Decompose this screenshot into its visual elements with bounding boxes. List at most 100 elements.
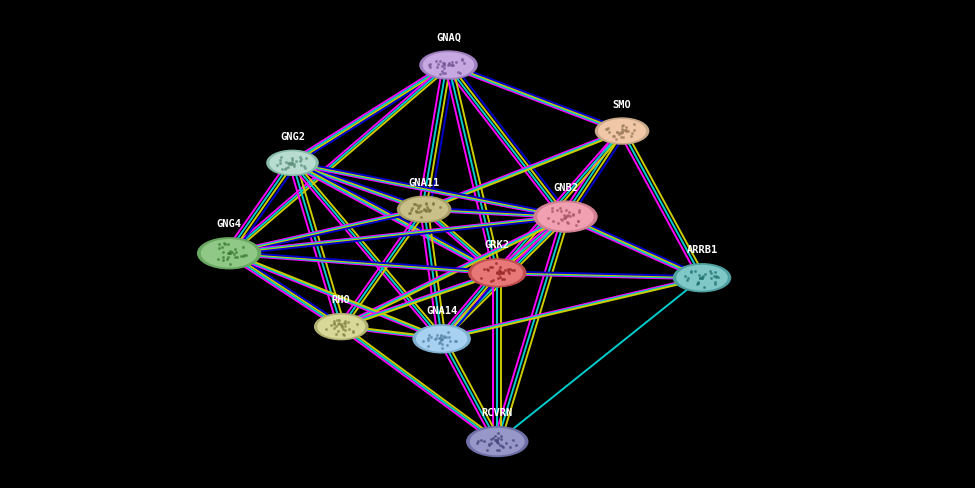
Point (488, 432, 503, 440)
Point (599, 126, 614, 134)
Point (318, 326, 333, 334)
Point (409, 207, 424, 215)
Point (292, 153, 308, 161)
Point (604, 133, 620, 141)
Point (694, 275, 710, 283)
Point (559, 206, 574, 214)
Point (490, 429, 506, 437)
Point (431, 340, 447, 347)
Point (282, 160, 297, 168)
Point (695, 273, 711, 281)
Point (495, 269, 511, 277)
Point (224, 249, 240, 257)
Circle shape (269, 152, 316, 175)
Circle shape (266, 150, 319, 177)
Point (333, 320, 349, 328)
Point (233, 252, 249, 260)
Point (445, 62, 460, 70)
Point (456, 60, 472, 67)
Point (419, 203, 435, 211)
Point (481, 441, 496, 448)
Point (490, 271, 506, 279)
Point (448, 59, 464, 67)
Point (436, 333, 451, 341)
Point (413, 208, 429, 216)
Point (328, 330, 343, 338)
Point (708, 273, 723, 281)
Point (620, 127, 636, 135)
Point (492, 264, 508, 271)
Point (331, 321, 346, 328)
Point (486, 277, 501, 285)
Point (286, 161, 301, 168)
Text: GNB2: GNB2 (553, 183, 578, 192)
Point (540, 214, 556, 222)
Point (332, 317, 347, 325)
Point (222, 260, 238, 268)
Point (422, 61, 438, 69)
Point (557, 214, 572, 222)
Point (692, 274, 708, 282)
Point (707, 269, 722, 277)
Point (492, 435, 508, 443)
Point (277, 165, 292, 173)
Point (421, 208, 437, 216)
Point (554, 216, 569, 224)
Point (333, 322, 349, 329)
Point (488, 436, 504, 444)
Text: GNA11: GNA11 (409, 178, 440, 187)
Point (495, 268, 511, 276)
Point (488, 260, 503, 268)
Point (432, 203, 448, 211)
Point (444, 62, 459, 70)
Point (285, 157, 300, 165)
Point (436, 62, 451, 70)
Point (563, 213, 578, 221)
Text: GNAQ: GNAQ (436, 33, 461, 42)
Circle shape (400, 198, 449, 222)
Text: RCVRN: RCVRN (482, 407, 513, 417)
Point (410, 203, 426, 211)
Point (227, 254, 243, 262)
Point (500, 265, 516, 273)
Circle shape (317, 315, 366, 339)
Point (275, 165, 291, 173)
Point (445, 59, 460, 67)
Point (217, 241, 233, 248)
Point (491, 446, 507, 454)
Point (410, 209, 425, 217)
Point (600, 125, 615, 133)
Point (549, 207, 565, 215)
Point (491, 442, 507, 449)
Point (614, 129, 630, 137)
Point (410, 205, 426, 213)
Point (324, 322, 339, 329)
Point (420, 205, 436, 213)
Point (332, 319, 347, 327)
Point (334, 324, 350, 331)
Point (433, 58, 448, 66)
Point (706, 272, 722, 280)
Point (601, 128, 616, 136)
Circle shape (423, 53, 474, 79)
Circle shape (416, 326, 467, 352)
Point (487, 436, 502, 444)
Point (501, 270, 517, 278)
Point (690, 278, 706, 286)
Point (481, 266, 496, 274)
Point (694, 273, 710, 281)
Point (443, 62, 458, 70)
Point (490, 439, 506, 447)
Point (683, 267, 699, 275)
Point (610, 129, 626, 137)
Text: ARRB1: ARRB1 (686, 245, 718, 255)
Point (215, 257, 231, 264)
Circle shape (201, 240, 257, 268)
Point (236, 251, 252, 259)
Point (281, 164, 296, 172)
Point (561, 211, 576, 219)
Point (500, 267, 516, 275)
Point (566, 212, 581, 220)
Point (560, 213, 575, 221)
Point (689, 281, 705, 288)
